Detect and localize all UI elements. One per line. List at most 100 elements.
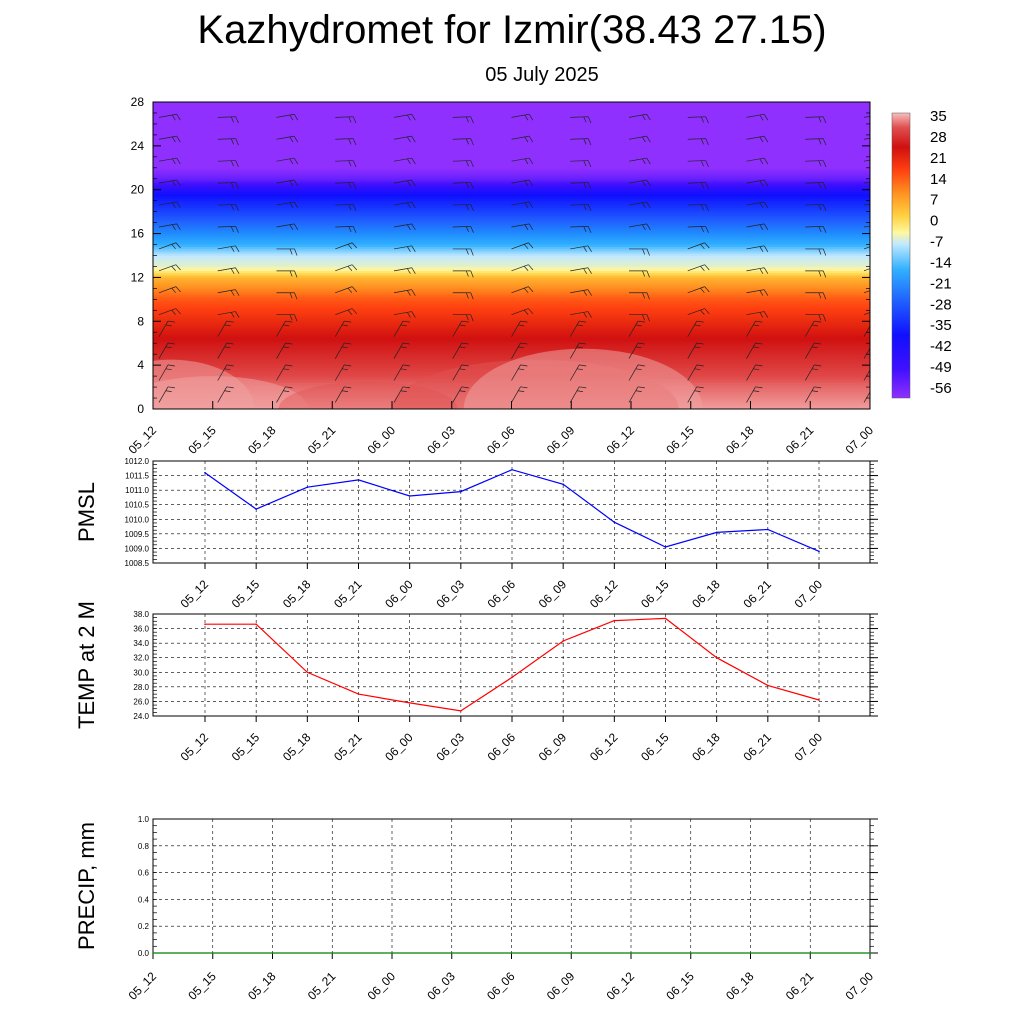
wind-barb bbox=[276, 342, 286, 359]
wind-barb bbox=[746, 289, 765, 294]
wind-barb-flag bbox=[583, 182, 587, 189]
wind-barb-flag bbox=[470, 314, 474, 322]
x-tick-label: 06_15 bbox=[663, 969, 697, 1003]
wind-barb-flag bbox=[882, 114, 886, 120]
wind-barb-flag bbox=[352, 116, 357, 124]
wind-barb-flag bbox=[470, 116, 474, 124]
wind-barb-flag bbox=[877, 266, 881, 271]
heatmap-band bbox=[153, 220, 870, 223]
wind-barb bbox=[628, 320, 639, 337]
wind-barb-flag bbox=[341, 346, 348, 349]
wind-barb-flag bbox=[873, 387, 880, 388]
wind-barb bbox=[805, 116, 824, 118]
wind-barb-flag bbox=[171, 136, 176, 143]
wind-barb-flag bbox=[818, 182, 822, 189]
heatmap-band bbox=[153, 310, 870, 313]
wind-barb-flag bbox=[293, 135, 299, 143]
heatmap-band bbox=[153, 307, 870, 311]
y-tick-label: 28 bbox=[131, 95, 145, 109]
heatmap-band bbox=[153, 119, 870, 123]
wind-barb bbox=[863, 246, 870, 250]
wind-barb-flag bbox=[818, 116, 822, 123]
wind-barb-flag bbox=[646, 114, 651, 121]
wind-barb-flag bbox=[406, 136, 411, 143]
heatmap-band bbox=[153, 296, 870, 300]
x-tick-label: 06_21 bbox=[740, 730, 774, 764]
wind-barb-flag bbox=[176, 179, 181, 187]
wind-barb bbox=[335, 160, 354, 162]
wind-barb-flag bbox=[877, 159, 880, 164]
wind-barb-flag bbox=[641, 224, 646, 230]
wind-barb-flag bbox=[171, 287, 176, 293]
wind-barb-flag bbox=[576, 368, 583, 371]
wind-barb bbox=[335, 204, 354, 206]
wind-barb-flag bbox=[523, 287, 529, 293]
wind-barb-flag bbox=[753, 368, 760, 371]
wind-barb-flag bbox=[646, 292, 650, 300]
wind-barb bbox=[276, 364, 286, 381]
colorbar-label: 35 bbox=[930, 108, 947, 125]
data-point bbox=[664, 546, 667, 548]
wind-barb bbox=[158, 201, 177, 206]
colorbar-label: 28 bbox=[930, 129, 947, 146]
wind-barb-flag bbox=[637, 342, 645, 345]
wind-barb-flag bbox=[763, 179, 769, 187]
wind-barb-flag bbox=[411, 245, 416, 252]
wind-barb-flag bbox=[579, 386, 587, 389]
wind-barb bbox=[335, 308, 353, 316]
wind-barb-flag bbox=[406, 180, 411, 187]
wind-barb bbox=[217, 342, 228, 359]
x-tick-label: 06_12 bbox=[587, 577, 621, 611]
colorbar-label: -28 bbox=[930, 296, 952, 313]
wind-barb-flag bbox=[524, 224, 529, 230]
wind-barb-flag bbox=[700, 182, 704, 189]
wind-barb bbox=[687, 264, 705, 272]
heatmap-band bbox=[153, 206, 870, 210]
y-tick-label: 24 bbox=[131, 139, 145, 153]
heatmap-band bbox=[153, 294, 870, 298]
wind-barb-flag bbox=[818, 292, 822, 299]
y-tick-label: 28.0 bbox=[133, 683, 149, 692]
heatmap-band bbox=[153, 356, 870, 359]
wind-barb-flag bbox=[224, 324, 231, 327]
wind-barb-flag bbox=[470, 270, 474, 278]
x-tick-label: 06_15 bbox=[638, 577, 672, 611]
wind-barb-flag bbox=[583, 290, 587, 296]
heatmap-band bbox=[153, 121, 870, 125]
x-tick-label: 05_15 bbox=[185, 423, 219, 457]
wind-barb-flag bbox=[822, 138, 827, 146]
data-point bbox=[450, 952, 453, 954]
wind-barb-flag bbox=[882, 180, 886, 186]
wind-barb-flag bbox=[755, 364, 763, 367]
temp-2m-panel: 24.0 26.0 28.0 30.0 32.0 34.0 36.0 38.0 05_12 05_… bbox=[74, 601, 878, 764]
wind-barb-flag bbox=[759, 312, 764, 318]
data-point bbox=[869, 952, 871, 954]
wind-barb-flag bbox=[289, 270, 293, 277]
wind-barb-flag bbox=[818, 226, 822, 233]
wind-barb-flag bbox=[459, 346, 466, 349]
wind-barb-flag bbox=[704, 242, 710, 249]
data-point bbox=[306, 486, 309, 489]
wind-barb-flag bbox=[705, 226, 709, 233]
wind-barb-flag bbox=[877, 244, 881, 249]
wind-barb-flag bbox=[230, 116, 234, 123]
y-tick-label: 16 bbox=[131, 227, 145, 241]
wind-barb bbox=[335, 116, 354, 118]
y-tick-label: 20 bbox=[131, 183, 145, 197]
heatmap-band bbox=[153, 200, 870, 204]
wind-barb bbox=[863, 290, 870, 294]
heatmap-band bbox=[153, 152, 870, 155]
wind-barb-flag bbox=[635, 368, 642, 371]
wind-barb-flag bbox=[763, 267, 769, 274]
heatmap-band bbox=[153, 340, 870, 344]
heatmap-band bbox=[153, 154, 870, 158]
wind-barb-flag bbox=[528, 114, 534, 121]
wind-barb bbox=[746, 320, 756, 337]
heatmap-band bbox=[153, 272, 870, 276]
wind-barb-flag bbox=[818, 204, 822, 211]
wind-barb-flag bbox=[348, 160, 352, 167]
data-point bbox=[331, 952, 334, 954]
wind-barb bbox=[569, 386, 580, 403]
data-point bbox=[204, 471, 206, 474]
wind-barb-flag bbox=[461, 342, 469, 345]
